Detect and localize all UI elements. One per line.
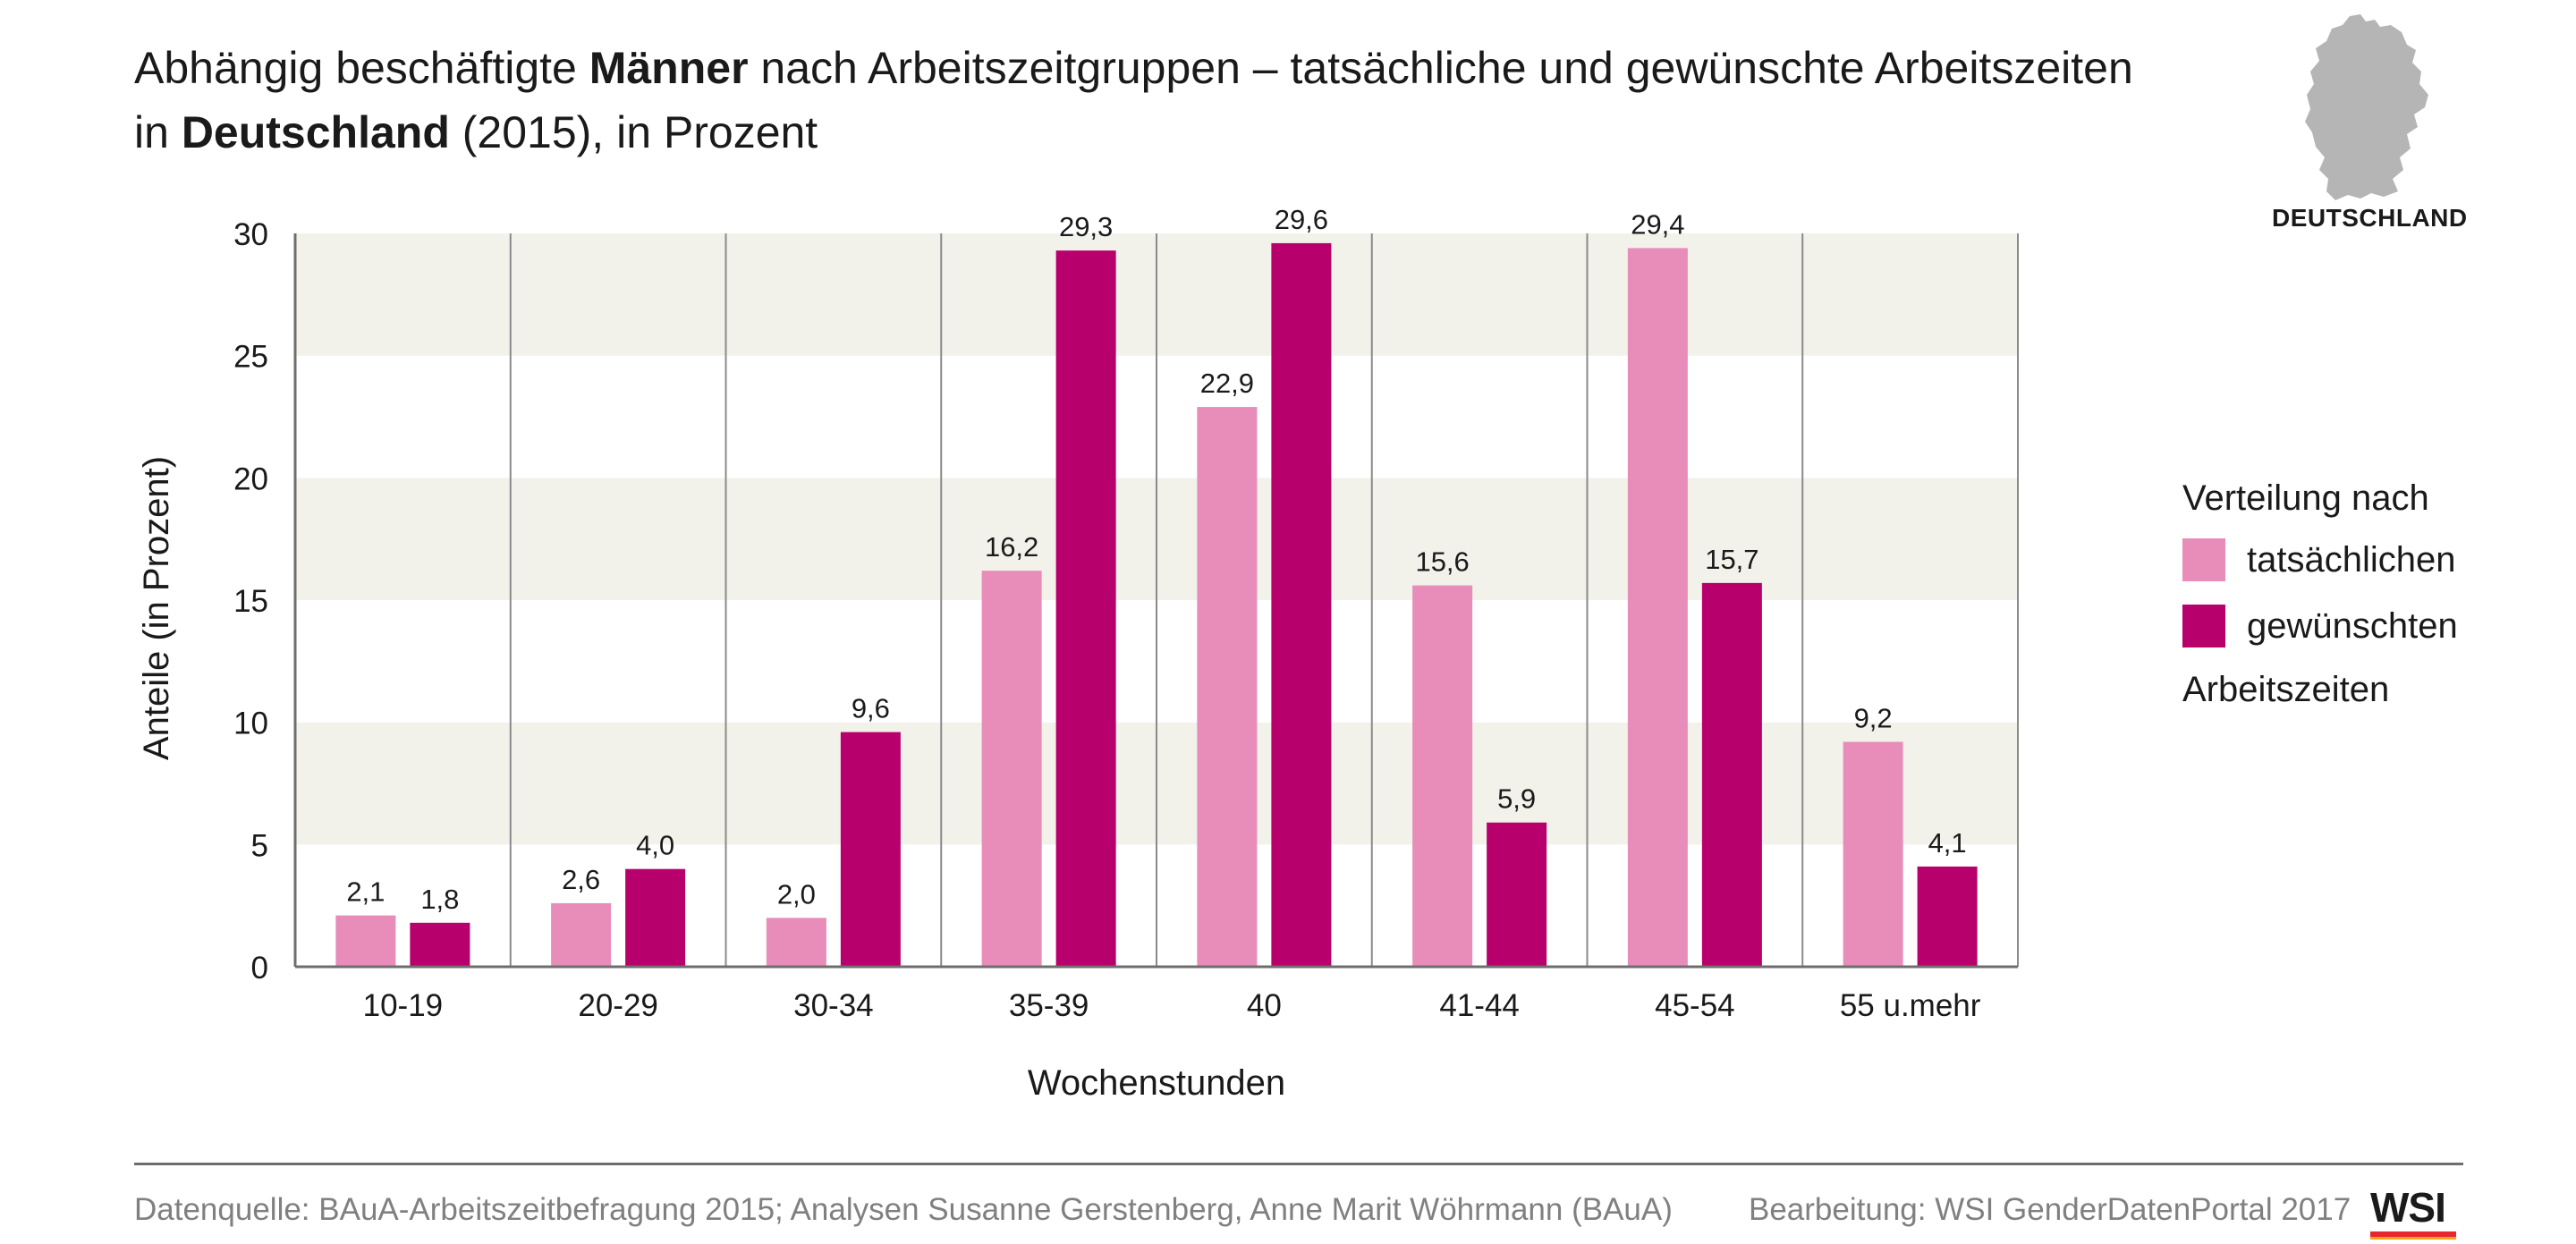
bar-gewünschten	[1701, 582, 1762, 967]
bar-gewünschten	[1055, 250, 1116, 968]
y-tick-label: 20	[233, 461, 268, 496]
y-tick-label: 0	[251, 951, 268, 986]
y-axis-title: Anteile (in Prozent)	[137, 456, 176, 760]
y-tick-label: 30	[233, 217, 268, 252]
title-emphasis: Deutschland	[181, 107, 450, 157]
title-text: nach Arbeitszeitgruppen – tatsächliche u…	[748, 43, 2133, 93]
wsi-logo-text: WSI	[2370, 1184, 2446, 1231]
x-tick-label: 10-19	[363, 988, 444, 1023]
data-label: 15,7	[1705, 544, 1758, 575]
data-label: 4,1	[1928, 827, 1967, 859]
data-label: 29,3	[1059, 211, 1113, 242]
x-tick-labels: 10-19 20-29 30-34 35-39 40 41-44 45-54 55 u.meh…	[363, 988, 1981, 1023]
legend-swatch-gewuenschten	[2182, 605, 2225, 647]
y-tick-label: 10	[233, 707, 268, 741]
bar-tatsächlichen	[1843, 741, 1903, 967]
bar-tatsächlichen	[335, 915, 396, 967]
bar-tatsächlichen	[1412, 585, 1473, 967]
bar-gewünschten	[410, 922, 470, 967]
data-label: 9,2	[1854, 703, 1893, 734]
bar-gewünschten	[625, 868, 686, 967]
legend-item-tatsaechlichen: tatsächlichen	[2182, 527, 2458, 593]
x-tick-label: 45-54	[1655, 988, 1735, 1023]
category-dividers	[509, 233, 2019, 967]
bar-gewünschten	[840, 732, 901, 967]
legend: Verteilung nach tatsächlichen gewünschte…	[2182, 470, 2458, 718]
data-label: 2,0	[777, 878, 816, 910]
bar-tatsächlichen	[766, 918, 826, 967]
axes	[293, 233, 2018, 969]
bar-tatsächlichen	[1627, 248, 1688, 967]
wsi-logo: WSI	[2370, 1185, 2458, 1240]
footer-divider	[134, 1163, 2463, 1165]
y-tick-label: 5	[251, 828, 268, 863]
value-labels: 2,1 2,6 2,0 16,2 22,9 15,6 29,4 9,2 1,8 4,0 9,6 29,…	[346, 204, 1966, 915]
bar-chart: 2,1 2,6 2,0 16,2 22,9 15,6 29,4 9,2 1,8 4,0 9,6 29,…	[137, 204, 2019, 1103]
data-label: 4,0	[636, 830, 674, 861]
x-tick-label: 55 u.mehr	[1840, 988, 1981, 1023]
data-label: 22,9	[1200, 368, 1254, 399]
data-label: 2,6	[562, 864, 600, 895]
bar-tatsächlichen	[551, 902, 612, 967]
legend-item-gewuenschten: gewünschten	[2182, 593, 2458, 659]
data-label: 1,8	[420, 884, 459, 915]
germany-outline	[2305, 14, 2428, 200]
data-source: Datenquelle: BAuA-Arbeitszeitbefragung 2…	[134, 1192, 1673, 1227]
data-label: 15,6	[1415, 546, 1469, 578]
title-line-1: Abhängig beschäftigte Männer nach Arbeit…	[134, 36, 2191, 100]
legend-footer: Arbeitszeiten	[2182, 670, 2390, 709]
credit-line: Bearbeitung: WSI GenderDatenPortal 2017	[1749, 1192, 2351, 1227]
germany-map-icon	[2294, 9, 2437, 206]
data-label: 5,9	[1497, 783, 1536, 815]
y-tick-label: 15	[233, 584, 268, 619]
y-tick-labels: 0 5 10 15 20 25 30	[233, 217, 268, 986]
bar-tatsächlichen	[1197, 407, 1258, 968]
x-tick-label: 30-34	[793, 988, 874, 1023]
bars	[335, 242, 1978, 968]
x-tick-label: 20-29	[578, 988, 658, 1023]
data-label: 9,6	[852, 693, 890, 724]
x-axis-title: Wochenstunden	[1028, 1063, 1285, 1103]
y-tick-label: 25	[233, 340, 268, 375]
title-text: Abhängig beschäftigte	[134, 43, 589, 93]
legend-title: Verteilung nach	[2182, 478, 2429, 518]
bar-gewünschten	[1917, 866, 1978, 967]
x-tick-label: 41-44	[1439, 988, 1520, 1023]
data-label: 2,1	[346, 876, 385, 908]
wsi-logo-bar	[2370, 1231, 2456, 1237]
data-label: 29,4	[1631, 208, 1684, 240]
title-emphasis: Männer	[589, 43, 749, 93]
bar-tatsächlichen	[981, 571, 1042, 967]
title-text: (2015), in Prozent	[449, 107, 818, 157]
title-text: in	[134, 107, 182, 157]
x-tick-label: 35-39	[1009, 988, 1089, 1023]
legend-label-tatsaechlichen: tatsächlichen	[2247, 539, 2456, 580]
bar-gewünschten	[1271, 242, 1332, 967]
map-label: DEUTSCHLAND	[2272, 204, 2468, 232]
x-tick-label: 40	[1247, 988, 1282, 1023]
data-label: 29,6	[1275, 204, 1328, 235]
wsi-logo-bar-accent	[2370, 1237, 2456, 1240]
bar-gewünschten	[1487, 822, 1547, 967]
chart-title: Abhängig beschäftigte Männer nach Arbeit…	[134, 36, 2191, 165]
legend-label-gewuenschten: gewünschten	[2247, 605, 2458, 646]
germany-map-shape	[2305, 14, 2428, 200]
data-label: 16,2	[985, 531, 1038, 563]
title-line-2: in Deutschland (2015), in Prozent	[134, 100, 2191, 165]
legend-swatch-tatsaechlichen	[2182, 538, 2225, 581]
